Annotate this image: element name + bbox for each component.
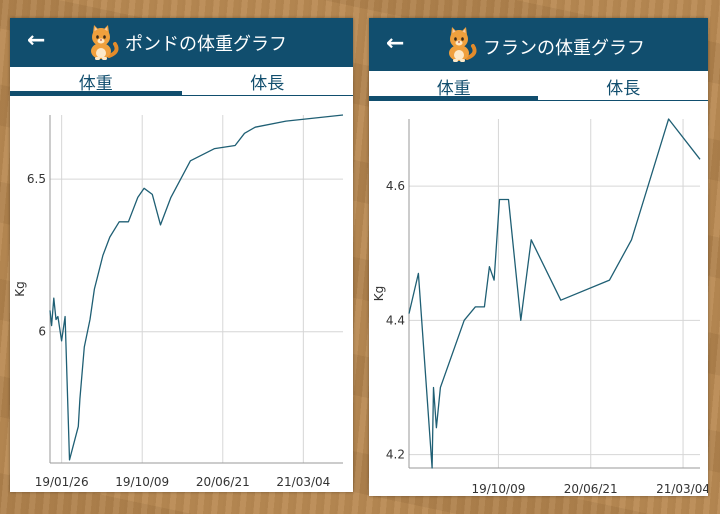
tab-divider	[10, 95, 353, 96]
x-tick-label: 19/10/09	[115, 475, 169, 489]
weight-chart: 6 6.5 19/01/26 19/10/09 20/06/21 21/03/04 Kg	[13, 114, 344, 489]
x-tick-label: 19/10/09	[471, 482, 525, 496]
weight-series-line	[408, 118, 701, 469]
back-button[interactable]: ←	[386, 31, 405, 56]
left-phone-panel: ← ポンドの体重グラフ 体重 体長	[10, 18, 353, 492]
page-title: フランの体重グラフ	[483, 38, 645, 59]
y-axis-label: Kg	[372, 286, 386, 302]
y-axis-label: Kg	[13, 281, 27, 297]
weight-chart: 4.2 4.4 4.6 19/10/09 20/06/21 21/03/04 Kg	[372, 118, 708, 496]
app-bar: ← フランの体重グラフ	[369, 18, 708, 71]
active-tab-indicator	[10, 91, 182, 96]
tab-bar: 体重 体長	[369, 71, 708, 103]
x-tick-label: 20/06/21	[196, 475, 250, 489]
cat-icon	[440, 24, 480, 68]
tab-weight[interactable]: 体重	[78, 74, 113, 94]
cat-icon	[82, 22, 122, 66]
y-tick-label: 4.4	[386, 313, 405, 327]
y-tick-label: 6	[38, 325, 46, 339]
page-title: ポンドの体重グラフ	[125, 34, 287, 55]
tab-length[interactable]: 体長	[250, 74, 285, 94]
x-tick-label: 21/03/04	[656, 482, 708, 496]
y-tick-label: 4.2	[386, 448, 405, 462]
tab-divider	[369, 100, 708, 101]
active-tab-indicator	[369, 96, 538, 101]
x-tick-label: 19/01/26	[35, 475, 89, 489]
weight-series-line	[49, 114, 344, 461]
tab-length[interactable]: 体長	[606, 79, 641, 99]
x-tick-label: 20/06/21	[564, 482, 618, 496]
tab-weight[interactable]: 体重	[436, 79, 471, 99]
x-tick-label: 21/03/04	[276, 475, 330, 489]
y-tick-label: 6.5	[27, 172, 46, 186]
y-tick-label: 4.6	[386, 179, 405, 193]
app-bar: ← ポンドの体重グラフ	[10, 18, 353, 67]
right-phone-panel: ← フランの体重グラフ 体重 体長	[369, 18, 708, 496]
tab-bar: 体重 体長	[10, 67, 353, 97]
back-button[interactable]: ←	[27, 28, 46, 53]
